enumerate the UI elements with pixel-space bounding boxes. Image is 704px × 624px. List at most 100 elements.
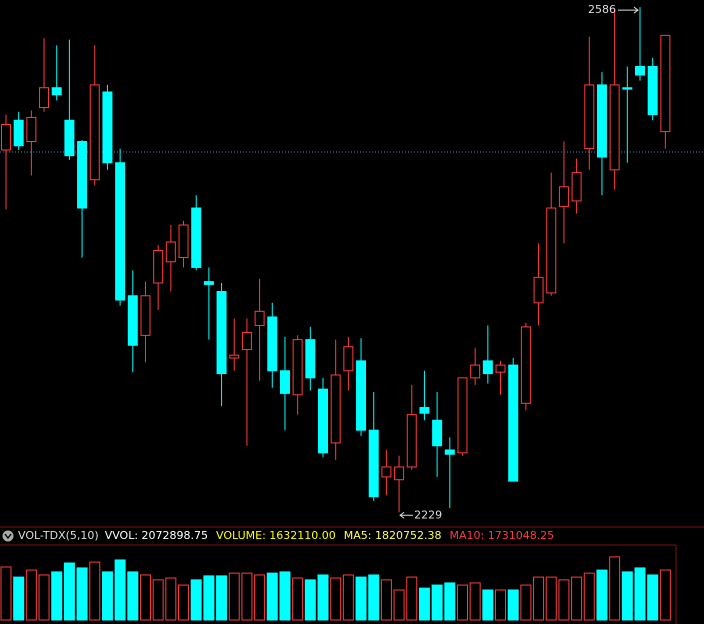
candle-body [318,388,328,454]
volume-bar [520,584,532,621]
candle-body [470,364,481,379]
candle-body [520,326,531,404]
candle-body [51,87,62,96]
volume-bar [444,582,456,621]
candle-body [330,374,341,444]
candle-body [394,466,405,481]
volume-bar [101,571,113,621]
volume-bar [355,576,367,621]
candle-body [457,377,468,454]
candle-body [241,332,252,351]
candle-body [356,360,367,431]
volume-bar [254,574,266,621]
candle-body [635,66,645,76]
volume-bar [304,579,316,621]
candle-body [178,224,189,259]
candle-body [140,295,151,336]
candle-body [571,172,582,202]
candle-body [533,276,544,304]
volume-bar [368,574,380,621]
volume-bar [127,571,139,621]
volume-bar [596,569,608,621]
volume-bar [659,569,671,621]
indicator-name: VOL-TDX(5,10) [18,529,99,542]
volume-bar [25,569,37,621]
candle-body [127,295,138,346]
candle-body [444,449,455,455]
candle-body [432,419,443,447]
volume-bar [266,572,278,621]
volume-bar [292,577,304,621]
volume-bar [89,561,101,621]
volume-bar [406,576,418,621]
volume-bar [507,589,519,621]
volume-bar [342,574,354,621]
candle-body [584,84,595,150]
candle-body [647,66,658,116]
low-arrowhead [399,511,405,519]
candle-body [267,316,278,372]
candle-body [495,364,506,373]
volume-bar [609,556,621,621]
candle-body [153,249,164,284]
volume-bar [279,571,291,621]
high-arrowhead [633,6,639,14]
candle-body [381,466,392,478]
volume-bar [545,576,557,621]
volume-bar [330,577,342,621]
legend-item: MA5: 1820752.38 [344,529,442,542]
volume-bar [139,574,151,621]
volume-bar [241,572,253,621]
candle-body [343,346,354,372]
candle-body [191,207,202,268]
candle-body [368,429,379,498]
legend-item: VOLUME: 1632110.00 [216,529,336,542]
candle-body [229,354,240,359]
volume-bar [165,577,177,621]
candle-body [546,207,557,294]
volume-bar [317,574,329,621]
volume-bar [482,589,494,621]
volume-bar [190,579,202,621]
candle-body [482,360,493,375]
volume-bar [469,582,481,621]
candle-body [77,141,88,209]
candle-body [508,364,519,482]
volume-bar [431,584,443,621]
volume-bar [571,576,583,621]
candle-body [596,84,607,158]
volume-bar [63,562,75,621]
volume-bar [533,576,545,621]
candle-body [165,241,176,263]
volume-bar [51,571,63,621]
legend-item: VVOL: 2072898.75 [105,529,208,542]
candle-body [216,291,227,375]
volume-bar [583,572,595,621]
candle-body [115,162,126,301]
volume-bar [495,589,507,621]
candle-body [622,87,633,90]
candle-body [660,34,671,133]
volume-bar [114,559,126,621]
candle-body [558,186,569,208]
candle-body [609,84,620,171]
volume-bar [0,566,12,621]
candle-body [254,310,265,326]
candle-body [102,91,113,164]
volume-bar [152,579,164,621]
low-label: 2229 [414,508,442,521]
candle-body [419,407,430,414]
indicator-menu-icon[interactable] [2,530,14,542]
volume-legend: VOL-TDX(5,10) VVOL: 2072898.75 VOLUME: 16… [18,529,554,542]
volume-bar [558,579,570,621]
volume-bar [228,572,240,621]
volume-bar [634,567,646,621]
volume-bar [621,571,633,621]
candle-body [64,119,75,157]
candle-body [406,414,417,468]
candle-body [89,84,100,181]
candle-body [26,116,37,143]
candle-body [279,370,290,394]
volume-bar [647,574,659,621]
